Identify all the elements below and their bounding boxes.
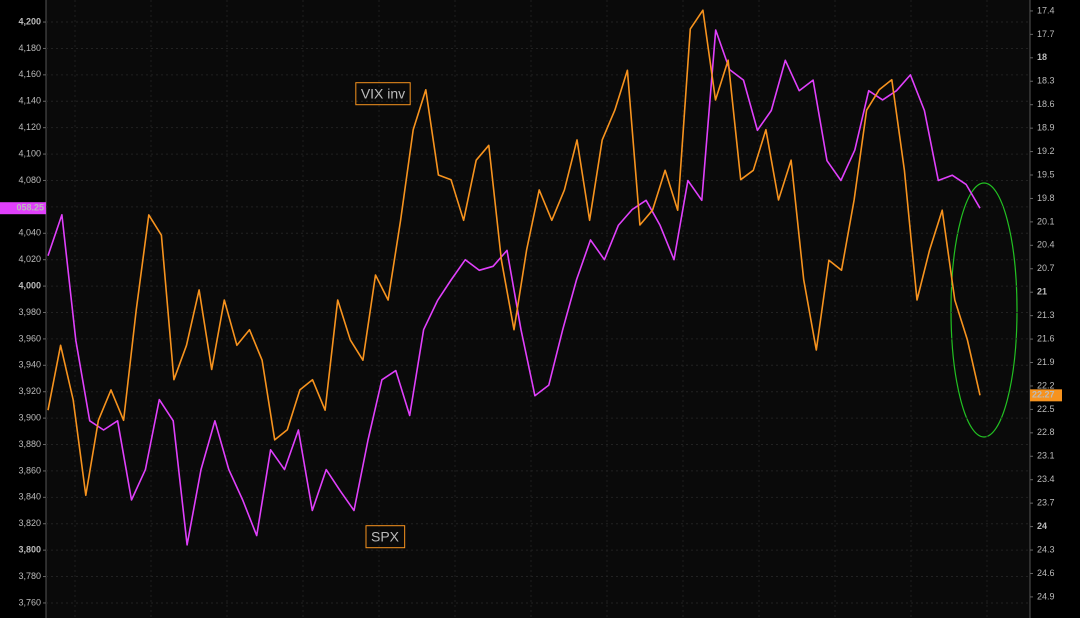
y-tick-label: 3,800 bbox=[18, 545, 41, 555]
y-tick-label: 4,160 bbox=[18, 69, 41, 79]
y-tick-label: 3,840 bbox=[18, 492, 41, 502]
y-tick-label: 3,860 bbox=[18, 465, 41, 475]
y2-tick-label: 24.9 bbox=[1037, 591, 1055, 601]
highlight-ellipse bbox=[950, 182, 1018, 438]
y-tick-label: 4,000 bbox=[18, 280, 41, 290]
series-line bbox=[47, 9, 981, 497]
last-value-box bbox=[1030, 389, 1062, 402]
y-tick-label: 3,980 bbox=[18, 307, 41, 317]
y-tick-label: 3,920 bbox=[18, 386, 41, 396]
y2-tick-label: 22.2 bbox=[1037, 380, 1055, 390]
y2-tick-label: 20.7 bbox=[1037, 263, 1055, 273]
y2-tick-label: 20.4 bbox=[1037, 240, 1055, 250]
plot-area bbox=[46, 0, 1030, 618]
y2-tick-label: 19.8 bbox=[1037, 193, 1055, 203]
y2-tick-label: 18.3 bbox=[1037, 76, 1055, 86]
y2-tick-label: 18 bbox=[1037, 52, 1047, 62]
annotation: SPX bbox=[371, 529, 400, 545]
last-value-label: 058.25 bbox=[16, 203, 44, 213]
y2-tick-label: 19.2 bbox=[1037, 146, 1055, 156]
y2-tick-label: 23.1 bbox=[1037, 451, 1055, 461]
last-value-label: 22.27 bbox=[1032, 390, 1055, 400]
y2-tick-label: 19.5 bbox=[1037, 169, 1055, 179]
y2-tick-label: 18.9 bbox=[1037, 123, 1055, 133]
last-value-flag: 22.27 bbox=[1030, 389, 1062, 402]
y-tick-label: 4,080 bbox=[18, 175, 41, 185]
last-value-box bbox=[0, 202, 46, 215]
y2-tick-label: 21.6 bbox=[1037, 333, 1055, 343]
y2-tick-label: 22.5 bbox=[1037, 404, 1055, 414]
annotation: VIX inv bbox=[361, 86, 405, 102]
annotation-box bbox=[365, 525, 406, 549]
y2-tick-label: 24 bbox=[1037, 521, 1047, 531]
y2-tick-label: 24.3 bbox=[1037, 544, 1055, 554]
y-tick-label: 4,040 bbox=[18, 228, 41, 238]
y-tick-label: 3,760 bbox=[18, 597, 41, 607]
y2-tick-label: 23.4 bbox=[1037, 474, 1055, 484]
y2-tick-label: 21.9 bbox=[1037, 357, 1055, 367]
series-line bbox=[47, 29, 981, 546]
y-tick-label: 3,900 bbox=[18, 412, 41, 422]
y2-tick-label: 23.7 bbox=[1037, 498, 1055, 508]
y-tick-label: 3,780 bbox=[18, 571, 41, 581]
y-tick-label: 3,940 bbox=[18, 360, 41, 370]
y2-tick-label: 18.6 bbox=[1037, 99, 1055, 109]
annotation-box bbox=[355, 82, 411, 106]
y-tick-label: 4,120 bbox=[18, 122, 41, 132]
y2-tick-label: 21 bbox=[1037, 287, 1047, 297]
y2-tick-label: 21.3 bbox=[1037, 310, 1055, 320]
y2-tick-label: 20.1 bbox=[1037, 216, 1055, 226]
y-tick-label: 4,100 bbox=[18, 148, 41, 158]
last-value-flag: 058.25 bbox=[0, 202, 46, 215]
y2-tick-label: 24.6 bbox=[1037, 568, 1055, 578]
y-tick-label: 4,180 bbox=[18, 43, 41, 53]
y-tick-label: 4,200 bbox=[18, 16, 41, 26]
y-tick-label: 3,820 bbox=[18, 518, 41, 528]
y2-tick-label: 17.4 bbox=[1037, 5, 1055, 15]
y2-tick-label: 22.8 bbox=[1037, 427, 1055, 437]
y-tick-label: 4,140 bbox=[18, 96, 41, 106]
y2-tick-label: 17.7 bbox=[1037, 29, 1055, 39]
y-tick-label: 3,960 bbox=[18, 333, 41, 343]
y-tick-label: 3,880 bbox=[18, 439, 41, 449]
y-tick-label: 4,020 bbox=[18, 254, 41, 264]
